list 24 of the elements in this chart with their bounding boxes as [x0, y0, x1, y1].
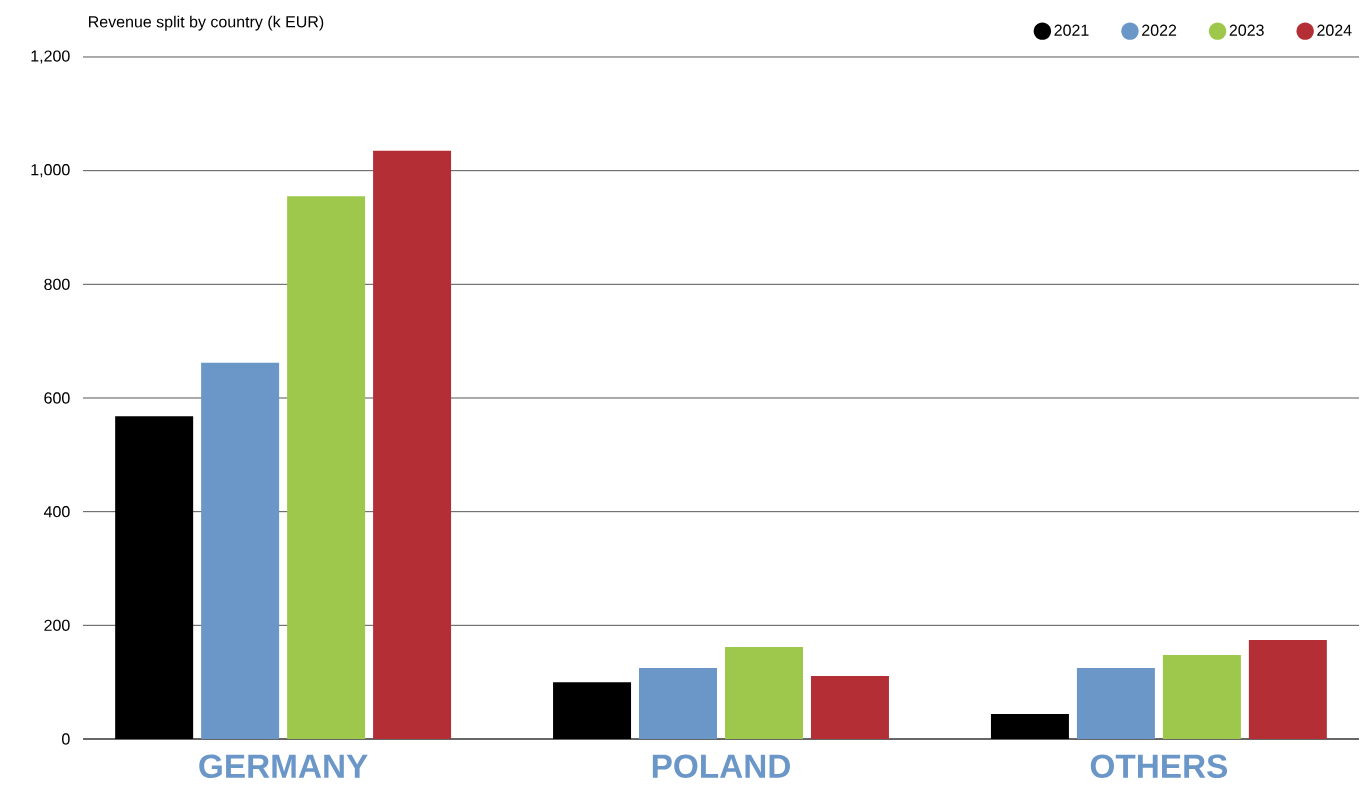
legend-label: 2022 [1142, 24, 1177, 36]
bar [373, 150, 452, 739]
y-tick-label: 400 [43, 506, 70, 518]
bar [1162, 654, 1241, 739]
y-tick-label: 800 [44, 278, 70, 290]
bar [201, 362, 280, 739]
chart-title: Revenue split by country (k EUR) [89, 15, 324, 31]
bar [1248, 640, 1327, 739]
bar [810, 675, 889, 739]
x-tick-label: POLAND [652, 754, 790, 778]
bar [725, 646, 804, 739]
legend-label: 2021 [1054, 24, 1089, 36]
y-tick-label: 1,200 [31, 50, 70, 64]
bar [639, 667, 717, 739]
y-tick-label: 1,000 [31, 164, 70, 178]
bar [287, 196, 366, 739]
y-tick-label: 600 [44, 392, 70, 404]
x-tick-label: OTHERS [1090, 754, 1228, 778]
legend-label: 2023 [1229, 24, 1264, 36]
bar [1076, 667, 1155, 739]
legend-label: 2024 [1317, 24, 1352, 36]
x-tick-label: GERMANY [199, 754, 368, 778]
y-tick-label: 200 [44, 619, 70, 631]
y-tick-label: 0 [62, 733, 70, 745]
